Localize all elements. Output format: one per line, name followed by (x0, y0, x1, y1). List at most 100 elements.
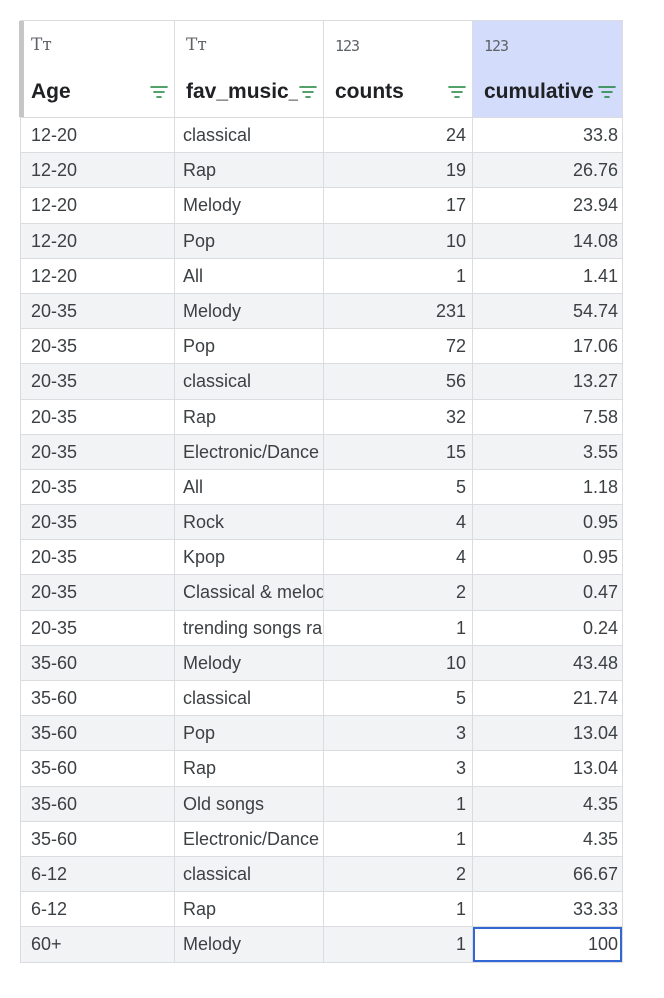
cell-counts[interactable]: 3 (324, 716, 473, 751)
table-row[interactable]: 20-35 Melody 231 54.74 (20, 292, 622, 329)
cell-cumulative[interactable]: 7.58 (582, 406, 618, 427)
table-row[interactable]: 12-20 Pop 10 14.08 (20, 222, 622, 258)
table-row[interactable]: 20-35 trending songs random 1 0.24 (20, 609, 622, 645)
table-row[interactable]: 20-35 classical 56 13.27 (20, 363, 622, 399)
column-header-counts[interactable]: 123 counts (324, 21, 473, 117)
cell-cumulative[interactable]: 33.33 (572, 899, 618, 920)
cell-cumulative[interactable]: 13.27 (572, 371, 618, 392)
cell-cumulative[interactable]: 4.35 (582, 828, 618, 849)
cell-cumulative[interactable]: 33.8 (582, 125, 618, 145)
table-row[interactable]: 35-60 Pop 3 13.04 (20, 715, 622, 751)
cell-cumulative[interactable]: 17.06 (572, 336, 618, 357)
cell-age[interactable]: 12-20 (20, 258, 175, 293)
cell-fav-music[interactable]: Rap (175, 399, 324, 434)
cell-fav-music[interactable]: Rap (175, 153, 324, 188)
cell-age[interactable]: 20-35 (20, 293, 175, 329)
cell-fav-music[interactable]: classical (175, 364, 324, 399)
cell-counts[interactable]: 2 (324, 856, 473, 892)
table-row[interactable]: 6-12 Rap 1 33.33 (20, 891, 622, 927)
cell-counts[interactable]: 2 (324, 575, 473, 610)
table-row[interactable]: 35-60 Electronic/Dance 1 4.35 (20, 820, 622, 856)
column-header-fav-music[interactable]: Tт fav_music_ (175, 21, 324, 117)
cell-age[interactable]: 6-12 (20, 892, 175, 927)
cell-cumulative[interactable]: 1.41 (582, 265, 618, 286)
cell-age[interactable]: 20-35 (20, 469, 175, 505)
table-row[interactable]: 20-35 All 5 1.18 (20, 468, 622, 505)
cell-cumulative[interactable]: 0.24 (582, 617, 618, 638)
cell-age[interactable]: 20-35 (20, 505, 175, 540)
cell-counts[interactable]: 1 (324, 927, 473, 962)
cell-cumulative[interactable]: 13.04 (572, 758, 618, 779)
cell-fav-music[interactable]: classical (175, 118, 324, 153)
cell-cumulative[interactable]: 21.74 (572, 688, 618, 708)
cell-fav-music[interactable]: Melody (175, 927, 324, 962)
cell-cumulative[interactable]: 0.47 (582, 582, 618, 603)
cell-cumulative[interactable]: 43.48 (572, 652, 618, 673)
cell-age[interactable]: 35-60 (20, 786, 175, 821)
cell-age[interactable]: 60+ (20, 927, 175, 962)
cell-fav-music[interactable]: Old songs (175, 786, 324, 821)
cell-age[interactable]: 12-20 (20, 153, 175, 188)
cell-fav-music[interactable]: Pop (175, 329, 324, 364)
cell-fav-music[interactable]: Electronic/Dance (175, 434, 324, 469)
cell-age[interactable]: 35-60 (20, 821, 175, 856)
cell-counts[interactable]: 4 (324, 505, 473, 540)
cell-cumulative[interactable]: 13.04 (572, 723, 618, 744)
table-row[interactable]: 35-60 Old songs 1 4.35 (20, 785, 622, 821)
table-row[interactable]: 20-35 Classical & melody 2 0.47 (20, 574, 622, 610)
cell-age[interactable]: 12-20 (20, 188, 175, 223)
cell-age[interactable]: 20-35 (20, 364, 175, 399)
table-row[interactable]: 12-20 classical 24 33.8 (20, 117, 622, 153)
cell-age[interactable]: 20-35 (20, 575, 175, 610)
cell-cumulative[interactable]: 1.18 (582, 476, 618, 497)
table-row[interactable]: 20-35 Rock 4 0.95 (20, 504, 622, 540)
cell-age[interactable]: 20-35 (20, 610, 175, 645)
cell-age[interactable]: 35-60 (20, 681, 175, 716)
table-row[interactable]: 35-60 Melody 10 43.48 (20, 644, 622, 680)
filter-icon[interactable] (448, 85, 466, 99)
column-header-age[interactable]: Tт Age (20, 21, 175, 117)
table-row[interactable]: 20-35 Kpop 4 0.95 (20, 539, 622, 575)
cell-cumulative[interactable]: 23.94 (572, 195, 618, 216)
cell-fav-music[interactable]: Rock (175, 505, 324, 540)
cell-counts[interactable]: 24 (324, 118, 473, 153)
cell-age[interactable]: 20-35 (20, 434, 175, 469)
cell-age[interactable]: 35-60 (20, 645, 175, 680)
cell-counts[interactable]: 1 (324, 610, 473, 645)
cell-counts[interactable]: 32 (324, 399, 473, 434)
table-row[interactable]: 6-12 classical 2 66.67 (20, 855, 622, 892)
cell-fav-music[interactable]: Electronic/Dance (175, 821, 324, 856)
cell-counts[interactable]: 231 (324, 293, 473, 329)
cell-age[interactable]: 12-20 (20, 223, 175, 258)
table-row[interactable]: 20-35 Pop 72 17.06 (20, 328, 622, 364)
cell-cumulative-selected[interactable]: 100 (473, 927, 622, 962)
table-row[interactable]: 20-35 Electronic/Dance 15 3.55 (20, 433, 622, 469)
cell-fav-music[interactable]: All (175, 469, 324, 505)
cell-fav-music[interactable]: Pop (175, 223, 324, 258)
cell-counts[interactable]: 1 (324, 821, 473, 856)
cell-counts[interactable]: 10 (324, 645, 473, 680)
cell-age[interactable]: 6-12 (20, 856, 175, 892)
cell-cumulative[interactable]: 0.95 (582, 512, 618, 533)
cell-age[interactable]: 35-60 (20, 716, 175, 751)
cell-cumulative[interactable]: 26.76 (572, 160, 618, 181)
cell-cumulative[interactable]: 4.35 (582, 793, 618, 814)
cell-fav-music[interactable]: Classical & melody (175, 575, 324, 610)
filter-icon[interactable] (598, 85, 616, 99)
cell-counts[interactable]: 4 (324, 540, 473, 575)
cell-cumulative[interactable]: 0.95 (582, 547, 618, 568)
cell-fav-music[interactable]: Rap (175, 751, 324, 786)
cell-age[interactable]: 20-35 (20, 399, 175, 434)
table-row[interactable]: 12-20 All 1 1.41 (20, 257, 622, 293)
cell-fav-music[interactable]: classical (175, 856, 324, 892)
cell-fav-music[interactable]: trending songs random (175, 610, 324, 645)
table-row[interactable]: 20-35 Rap 32 7.58 (20, 398, 622, 434)
cell-counts[interactable]: 5 (324, 469, 473, 505)
cell-counts[interactable]: 19 (324, 153, 473, 188)
cell-counts[interactable]: 72 (324, 329, 473, 364)
column-header-cumulative[interactable]: 123 cumulative (473, 21, 622, 117)
cell-cumulative[interactable]: 66.67 (572, 863, 618, 884)
cell-age[interactable]: 20-35 (20, 329, 175, 364)
table-row[interactable]: 12-20 Rap 19 26.76 (20, 152, 622, 188)
cell-counts[interactable]: 56 (324, 364, 473, 399)
